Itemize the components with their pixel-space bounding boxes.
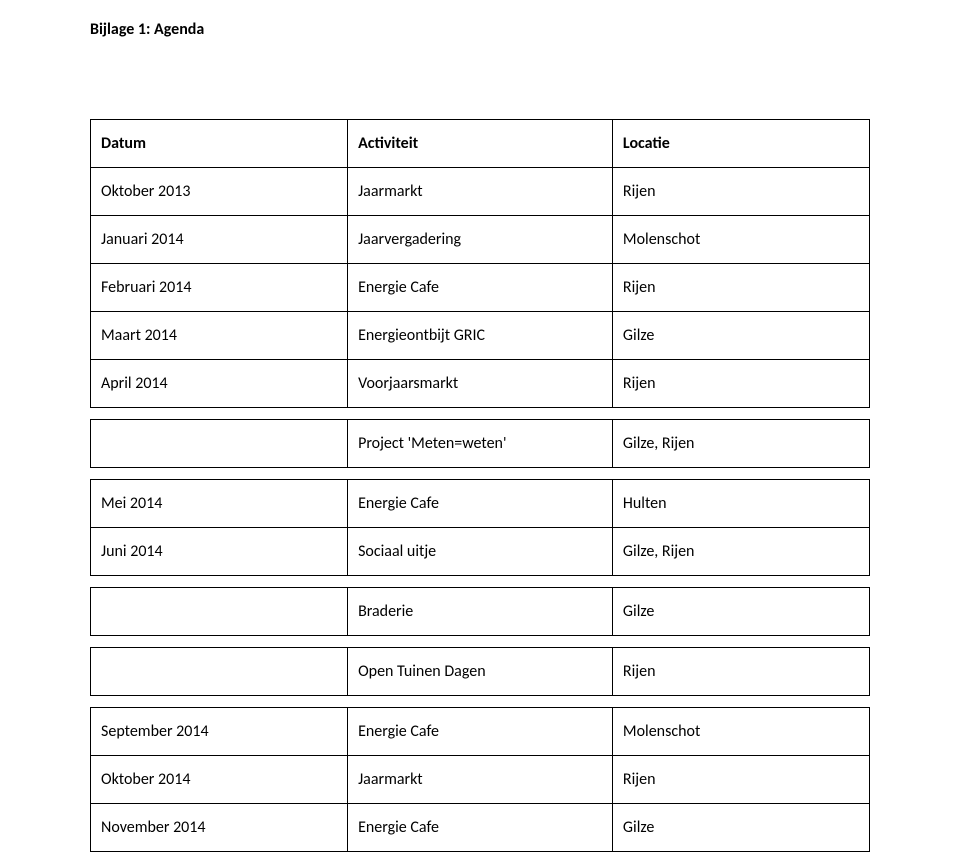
spacer-row: [91, 468, 870, 480]
table-cell: Rijen: [612, 264, 869, 312]
table-cell: Oktober 2014: [91, 756, 348, 804]
spacer-row: [91, 408, 870, 420]
spacer-row: [91, 636, 870, 648]
table-row: April 2014VoorjaarsmarktRijen: [91, 360, 870, 408]
table-header-cell: Activiteit: [348, 120, 613, 168]
table-cell: Energie Cafe: [348, 804, 613, 852]
table-cell: November 2014: [91, 804, 348, 852]
table-row: Oktober 2013JaarmarktRijen: [91, 168, 870, 216]
table-cell: Jaarmarkt: [348, 168, 613, 216]
table-row: Project 'Meten=weten'Gilze, Rijen: [91, 420, 870, 468]
table-cell: Energieontbijt GRIC: [348, 312, 613, 360]
table-cell: [91, 420, 348, 468]
table-cell: Rijen: [612, 756, 869, 804]
table-cell: Energie Cafe: [348, 264, 613, 312]
table-row: September 2014Energie CafeMolenschot: [91, 708, 870, 756]
table-cell: Sociaal uitje: [348, 528, 613, 576]
table-cell: Gilze: [612, 312, 869, 360]
agenda-table: DatumActiviteitLocatieOktober 2013Jaarma…: [90, 119, 870, 852]
table-cell: Januari 2014: [91, 216, 348, 264]
table-row: Februari 2014Energie CafeRijen: [91, 264, 870, 312]
table-row: Open Tuinen DagenRijen: [91, 648, 870, 696]
table-cell: September 2014: [91, 708, 348, 756]
table-cell: Gilze: [612, 588, 869, 636]
table-cell: [91, 648, 348, 696]
table-row: Oktober 2014JaarmarktRijen: [91, 756, 870, 804]
table-cell: Mei 2014: [91, 480, 348, 528]
table-row: Mei 2014Energie CafeHulten: [91, 480, 870, 528]
table-header-cell: Datum: [91, 120, 348, 168]
spacer-row: [91, 696, 870, 708]
table-cell: Gilze, Rijen: [612, 528, 869, 576]
table-cell: Energie Cafe: [348, 708, 613, 756]
table-row: Maart 2014Energieontbijt GRICGilze: [91, 312, 870, 360]
table-cell: Rijen: [612, 648, 869, 696]
table-row: Januari 2014JaarvergaderingMolenschot: [91, 216, 870, 264]
page-title: Bijlage 1: Agenda: [90, 20, 870, 39]
table-cell: Rijen: [612, 168, 869, 216]
table-cell: Braderie: [348, 588, 613, 636]
table-cell: Februari 2014: [91, 264, 348, 312]
table-cell: Voorjaarsmarkt: [348, 360, 613, 408]
table-cell: Oktober 2013: [91, 168, 348, 216]
table-cell: Gilze: [612, 804, 869, 852]
table-cell: Maart 2014: [91, 312, 348, 360]
table-cell: Molenschot: [612, 708, 869, 756]
table-row: BraderieGilze: [91, 588, 870, 636]
table-cell: Molenschot: [612, 216, 869, 264]
table-cell: Juni 2014: [91, 528, 348, 576]
table-cell: Open Tuinen Dagen: [348, 648, 613, 696]
table-cell: Project 'Meten=weten': [348, 420, 613, 468]
table-row: Juni 2014Sociaal uitjeGilze, Rijen: [91, 528, 870, 576]
table-cell: Jaarvergadering: [348, 216, 613, 264]
table-cell: Hulten: [612, 480, 869, 528]
table-cell: Gilze, Rijen: [612, 420, 869, 468]
table-header-cell: Locatie: [612, 120, 869, 168]
table-row: November 2014Energie CafeGilze: [91, 804, 870, 852]
table-cell: Jaarmarkt: [348, 756, 613, 804]
table-cell: Rijen: [612, 360, 869, 408]
spacer-row: [91, 576, 870, 588]
table-cell: [91, 588, 348, 636]
table-cell: April 2014: [91, 360, 348, 408]
table-cell: Energie Cafe: [348, 480, 613, 528]
table-header-row: DatumActiviteitLocatie: [91, 120, 870, 168]
